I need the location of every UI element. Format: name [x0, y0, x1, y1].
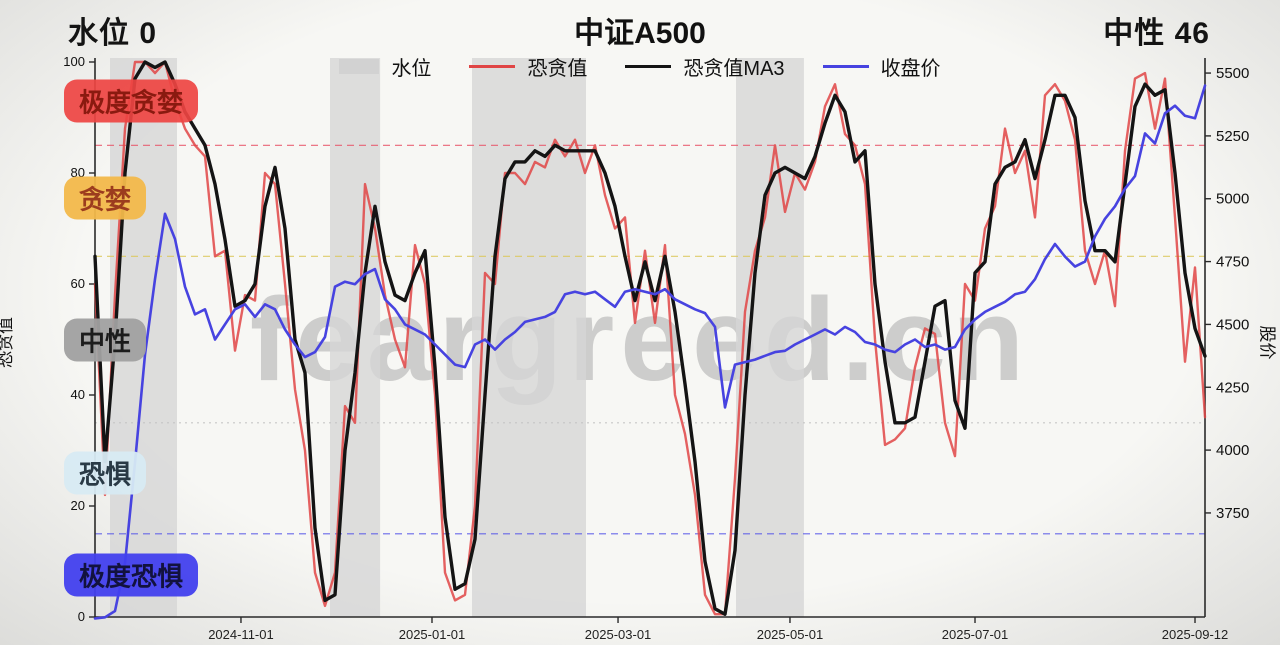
legend-item-3: 收盘价	[822, 52, 941, 81]
x-tick-label: 2024-11-01	[208, 627, 274, 642]
left-axis-title: 恐贪值	[0, 317, 15, 368]
series-恐贪值MA3	[93, 60, 1207, 616]
zone-pill-neutral: 中性	[64, 318, 147, 361]
legend-line-swatch	[625, 65, 672, 68]
legend-label: 收盘价	[880, 58, 941, 80]
right-tick-label: 3750	[1216, 505, 1249, 522]
right-axis-title: 股价	[1257, 325, 1277, 360]
left-tick-label: 60	[71, 276, 85, 291]
legend-band-swatch	[339, 59, 380, 74]
legend-item-2: 恐贪值MA3	[625, 52, 785, 81]
page-title: 中证A500	[574, 17, 706, 50]
zone-pill-extreme-fear: 极度恐惧	[64, 553, 199, 597]
x-tick-label: 2025-09-12	[1162, 627, 1229, 642]
current-sentiment-stat: 中性 46	[1103, 17, 1210, 50]
legend-line-swatch	[822, 65, 869, 68]
right-tick-label: 4500	[1216, 316, 1249, 333]
legend-line-swatch	[469, 65, 516, 68]
chart-legend: 水位 恐贪值 恐贪值MA3 收盘价	[250, 52, 1030, 81]
right-tick-label: 4750	[1216, 254, 1249, 271]
water-level-stat: 水位 0	[68, 17, 158, 50]
legend-label: 水位	[391, 58, 432, 80]
right-tick-label: 5000	[1216, 191, 1249, 208]
legend-label: 恐贪值MA3	[683, 58, 785, 80]
right-tick-label: 4000	[1216, 442, 1249, 459]
right-tick-label: 5500	[1216, 65, 1249, 82]
right-tick-label: 4250	[1216, 379, 1249, 396]
left-tick-label: 20	[71, 498, 85, 513]
right-tick-label: 5250	[1216, 128, 1249, 145]
left-tick-label: 100	[63, 54, 85, 69]
x-tick-label: 2025-03-01	[585, 627, 652, 642]
legend-item-1: 恐贪值	[469, 52, 587, 81]
left-tick-label: 80	[71, 165, 85, 180]
zone-pill-fear: 恐惧	[64, 451, 147, 495]
zone-pill-extreme-greed: 极度贪婪	[64, 79, 199, 123]
legend-label: 恐贪值	[527, 58, 588, 80]
x-tick-label: 2025-07-01	[942, 627, 1009, 642]
left-tick-label: 0	[78, 609, 85, 624]
legend-item-0: 水位	[339, 52, 431, 81]
series-收盘价	[93, 84, 1207, 620]
x-tick-label: 2025-05-01	[757, 627, 824, 642]
left-tick-label: 40	[71, 387, 85, 402]
water-level-band	[736, 58, 804, 617]
x-tick-label: 2025-01-01	[399, 627, 466, 642]
zone-pill-greed: 贪婪	[64, 176, 147, 220]
